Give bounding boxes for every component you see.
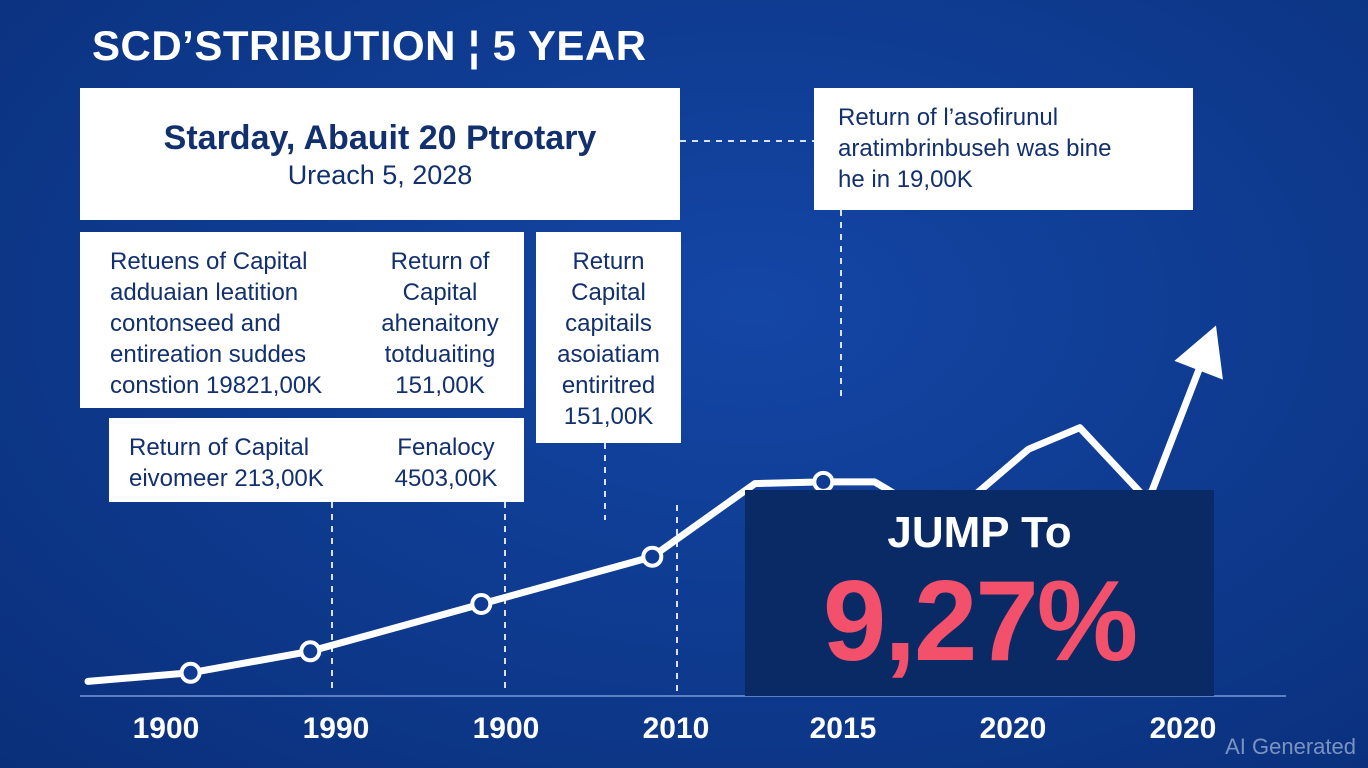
data-point xyxy=(179,661,202,684)
x-tick-label: 1900 xyxy=(473,712,540,745)
callout-bottom-column-1: Return of Capital eivomeer 213,00K xyxy=(129,432,324,494)
callout-text: Capital xyxy=(402,279,478,306)
callout-text: Capital xyxy=(571,279,646,306)
data-point xyxy=(641,545,664,568)
callout-left-column-1: Retuens of Capital adduaian leatition co… xyxy=(110,246,322,401)
callout-text: entireation suddes xyxy=(110,341,307,368)
x-tick-label: 1900 xyxy=(133,712,200,745)
callout-text: 151,00K xyxy=(563,403,654,430)
data-point xyxy=(812,470,835,493)
highlight-value: 9,27% xyxy=(822,558,1138,685)
callout-text: 151,00K xyxy=(395,372,485,399)
callout-text: aratimbrinbuseh was bine xyxy=(838,135,1112,162)
x-tick-label: 2020 xyxy=(1150,712,1217,745)
callout-text: Retuens of Capital xyxy=(110,248,308,275)
callout-text: Return of xyxy=(390,248,490,275)
callout-left-column-2: Return of Capital ahenaitony totduaiting… xyxy=(372,246,508,401)
callout-bottom-left: Return of Capital eivomeer 213,00K Fenal… xyxy=(109,418,524,502)
highlight-label: JUMP To xyxy=(887,508,1072,557)
x-tick-label: 2015 xyxy=(810,712,877,745)
callout-text: entiritred xyxy=(561,372,656,399)
callout-text: Return of Capital xyxy=(129,434,310,461)
main-callout-subheading: Ureach 5, 2028 xyxy=(287,160,473,190)
callout-text: he in 19,00K xyxy=(838,166,973,193)
callout-text: constion 19821,00K xyxy=(110,372,323,399)
callout-text: capitails xyxy=(565,310,652,337)
callout-text: eivomeer 213,00K xyxy=(129,465,324,492)
x-tick-labels: 1900 1990 1900 2010 2015 2020 2020 xyxy=(133,712,1217,745)
arrow-head xyxy=(1174,325,1223,380)
chart-title: SCD’STRIBUTION ¦ 5 YEAR xyxy=(92,22,647,69)
callout-text: asoiatiam xyxy=(557,341,660,368)
callout-top-right: Return of l’asofirunul aratimbrinbuseh w… xyxy=(814,88,1193,210)
main-callout: Starday, Abauit 20 Ptrotary Ureach 5, 20… xyxy=(80,88,680,220)
callout-text: Fenalocy xyxy=(397,434,495,461)
callout-text: contonseed and xyxy=(110,310,281,337)
callout-text: adduaian leatition xyxy=(110,279,299,306)
main-callout-heading: Starday, Abauit 20 Ptrotary xyxy=(163,119,597,157)
watermark: AI Generated xyxy=(1225,734,1356,759)
callout-left: Retuens of Capital adduaian leatition co… xyxy=(80,232,524,408)
highlight-panel: JUMP To 9,27% xyxy=(745,490,1214,696)
callout-text: totduaiting xyxy=(384,341,496,368)
x-tick-label: 2020 xyxy=(980,712,1047,745)
data-point xyxy=(470,593,493,615)
data-point xyxy=(299,640,322,663)
callout-text: Return of l’asofirunul xyxy=(838,104,1059,131)
x-tick-label: 2010 xyxy=(643,712,710,745)
callout-bottom-column-2: Fenalocy 4503,00K xyxy=(381,432,511,494)
callout-text: 4503,00K xyxy=(394,465,498,492)
callout-middle: Return Capital capitails asoiatiam entir… xyxy=(536,232,681,443)
callout-text: Return xyxy=(572,248,645,275)
callout-text: ahenaitony xyxy=(381,310,499,337)
x-tick-label: 1990 xyxy=(303,712,370,745)
